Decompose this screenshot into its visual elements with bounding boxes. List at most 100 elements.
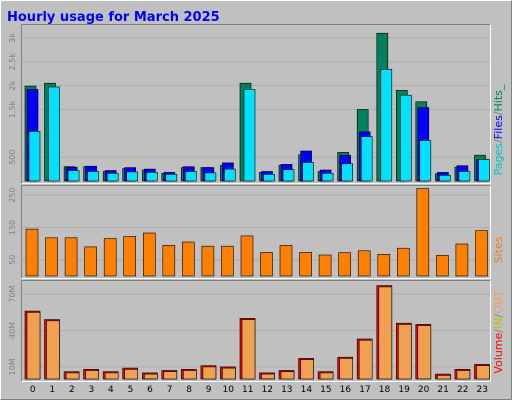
- sites-bar: [455, 243, 469, 277]
- x-tick-label: 6: [147, 385, 153, 395]
- hits-bar: [458, 171, 471, 182]
- x-tick-label: 1: [49, 385, 55, 395]
- x-tick-label: 20: [418, 385, 430, 395]
- y-label-pages-files-hits-part: /: [492, 111, 505, 115]
- hits-bar: [224, 168, 236, 182]
- x-tick-label: 5: [128, 385, 134, 395]
- hits-bar: [204, 172, 217, 182]
- sites-bar: [377, 254, 391, 277]
- volume-in-bar: [476, 365, 490, 380]
- x-tick-label: 16: [340, 385, 352, 395]
- volume-in-bar: [378, 286, 393, 380]
- y-label-pages-files-hits-part: Hits_: [492, 84, 505, 111]
- sites-bar: [318, 254, 332, 277]
- hits-bar: [48, 86, 60, 182]
- x-tick-label: 21: [437, 385, 448, 395]
- hits-bar: [243, 89, 256, 182]
- volume-in-bar: [163, 371, 178, 380]
- x-tick-label: 23: [476, 385, 487, 395]
- volume-in-bar: [358, 339, 373, 380]
- hits-bar: [146, 172, 158, 182]
- y-label-pages-files-hits-part: Pages: [492, 143, 505, 176]
- hits-bar: [106, 173, 119, 182]
- sites-bar: [475, 230, 488, 277]
- hits-bar: [185, 171, 197, 182]
- volume-in-bar: [104, 372, 119, 380]
- hits-bar: [380, 69, 393, 182]
- volume-in-bar: [202, 366, 217, 380]
- volume-in-bar: [319, 372, 334, 380]
- y-tick-label: 150: [8, 220, 17, 235]
- volume-in-bar: [397, 324, 412, 380]
- y-tick-label: 2.5k: [8, 53, 17, 71]
- hits-bar: [321, 173, 334, 182]
- hits-bar: [165, 174, 178, 182]
- panel-hits-files-pages: 500 1.5k 2k 2.5k 3k: [8, 24, 491, 184]
- volume-in-bar: [437, 375, 451, 380]
- sites-bar: [64, 237, 78, 277]
- sites-bar: [143, 232, 156, 277]
- volume-in-bar: [222, 367, 236, 380]
- volume-in-bar: [300, 359, 314, 380]
- y-label-volume-in-out-part: /: [492, 314, 505, 318]
- volume-in-bar: [339, 358, 354, 380]
- chart-title: Hourly usage for March 2025: [7, 10, 220, 25]
- hits-bar: [126, 171, 138, 182]
- y-tick-label: 10M: [8, 358, 17, 375]
- hits-bar: [341, 163, 354, 182]
- volume-in-bar: [417, 325, 432, 380]
- sites-bar: [299, 252, 312, 277]
- hits-bar: [360, 136, 373, 182]
- x-tick-label: 18: [379, 385, 391, 395]
- volume-in-bar: [456, 370, 471, 380]
- volume-in-bar: [26, 311, 41, 380]
- sites-bar: [201, 245, 215, 277]
- sites-bar: [279, 245, 293, 277]
- sites-bar: [260, 252, 273, 277]
- x-tick-label: 17: [359, 385, 370, 395]
- hits-bar: [282, 169, 295, 182]
- x-tick-label: 7: [167, 385, 173, 395]
- sites-bar: [396, 247, 410, 277]
- x-tick-label: 11: [242, 385, 253, 395]
- hits-bar: [67, 170, 80, 182]
- y-label-volume-in-out-part: /: [492, 329, 505, 333]
- hits-bar: [263, 174, 275, 182]
- x-tick-label: 4: [108, 385, 114, 395]
- y-label-sites-part: Sites: [492, 236, 505, 263]
- x-tick-label: 12: [262, 385, 273, 395]
- sites-bar: [436, 255, 449, 277]
- sites-bar: [221, 245, 234, 277]
- x-tick-label: 3: [89, 385, 95, 395]
- hits-bar: [87, 171, 99, 182]
- hits-bar: [28, 131, 41, 182]
- volume-in-bar: [85, 370, 99, 380]
- x-axis-labels: 0 1 2 3 4 5 6 7 8 9 10 11 12 13 14 15 16 17 18 19 20 21 22 23: [30, 385, 488, 395]
- volume-in-bar: [124, 368, 138, 380]
- sites-bar: [182, 241, 195, 277]
- x-tick-label: 14: [301, 385, 313, 395]
- sites-bar: [240, 235, 254, 277]
- hits-bar: [419, 140, 432, 182]
- y-label-sites: Sites: [492, 236, 505, 263]
- sites-bar: [123, 236, 136, 277]
- volume-in-bar: [65, 372, 80, 380]
- y-label-volume-in-out-part: IN: [492, 318, 505, 329]
- x-tick-label: 13: [281, 385, 292, 395]
- y-tick-label: 500: [8, 150, 17, 165]
- volume-in-bar: [144, 373, 158, 380]
- sites-bar: [84, 246, 97, 277]
- sites-bar: [103, 238, 117, 277]
- volume-in-bar: [241, 319, 256, 380]
- hits-bar: [302, 162, 314, 182]
- x-tick-label: 19: [398, 385, 410, 395]
- y-tick-label: 250: [8, 187, 17, 202]
- sites-bar: [25, 228, 39, 277]
- chart-panels: 500 1.5k 2k 2.5k 3k 50 150 250 10M 40M 70M: [8, 24, 491, 382]
- sites-bar: [338, 252, 352, 277]
- x-tick-label: 10: [222, 385, 234, 395]
